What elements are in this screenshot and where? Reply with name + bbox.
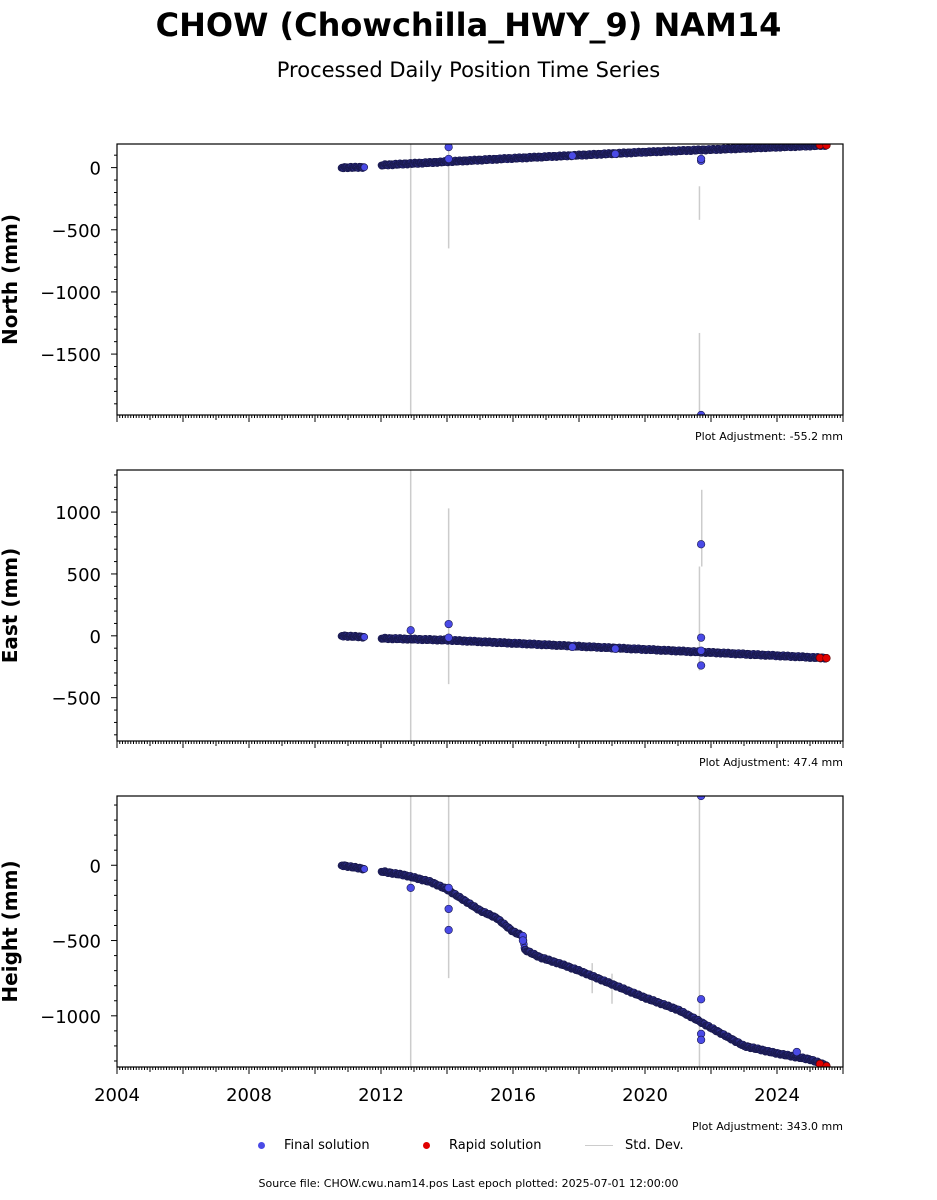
height-outlier-point bbox=[696, 995, 706, 1004]
east-panel: 1000 500 0 −500 East (mm) Plot Adjustment: 47… bbox=[0, 469, 844, 769]
legend-rapid-marker bbox=[423, 1142, 430, 1149]
north-outlier-point bbox=[696, 154, 706, 164]
north-y-tick-label: 0 bbox=[90, 159, 101, 180]
east-y-tick-label: 1000 bbox=[55, 503, 101, 524]
height-y-axis-label: Height (mm) bbox=[0, 860, 22, 1002]
north-y-tick-label: −1000 bbox=[40, 283, 101, 304]
legend-final-label: Final solution bbox=[284, 1138, 370, 1153]
height-outlier-point bbox=[518, 936, 528, 945]
north-y-tick-label: −500 bbox=[52, 221, 101, 242]
source-file-note: Source file: CHOW.cwu.nam14.pos Last epo… bbox=[258, 1177, 679, 1190]
east-y-tick-label: 500 bbox=[67, 565, 101, 586]
north-outlier-point bbox=[444, 144, 453, 152]
north-y-tick-label: −1500 bbox=[40, 345, 101, 366]
legend: Final solution Rapid solution Std. Dev. bbox=[0, 1138, 937, 1158]
north-plot-adjustment: Plot Adjustment: -55.2 mm bbox=[695, 430, 843, 443]
height-x-tick-label: 2024 bbox=[754, 1085, 800, 1106]
east-outlier-point bbox=[696, 540, 706, 549]
north-plot-area bbox=[337, 144, 831, 415]
east-frame bbox=[116, 469, 844, 742]
height-y-tick-label: −1000 bbox=[40, 1007, 101, 1028]
east-y-tick-label: 0 bbox=[90, 627, 101, 648]
height-outlier-point bbox=[444, 883, 453, 892]
east-outlier-point bbox=[696, 646, 706, 655]
legend-final-marker bbox=[258, 1142, 265, 1149]
height-x-tick-label: 2008 bbox=[226, 1085, 272, 1106]
chart-subtitle: Processed Daily Position Time Series bbox=[276, 58, 661, 82]
height-y-tick-label: 0 bbox=[90, 856, 101, 877]
east-outlier-point bbox=[696, 661, 706, 670]
east-outlier-point bbox=[406, 626, 415, 635]
height-y-tick-label: −500 bbox=[52, 932, 101, 953]
east-rapid-point bbox=[822, 653, 831, 663]
north-frame bbox=[116, 143, 844, 416]
height-outlier-point bbox=[696, 1035, 706, 1044]
legend-rapid-label: Rapid solution bbox=[449, 1138, 542, 1153]
east-outlier-point bbox=[696, 633, 706, 642]
east-y-axis-label: East (mm) bbox=[0, 548, 22, 664]
chart-title: CHOW (Chowchilla_HWY_9) NAM14 bbox=[155, 6, 782, 44]
legend-final: Final solution bbox=[258, 1138, 370, 1153]
north-outlier-point bbox=[611, 149, 620, 159]
legend-std-dev-marker bbox=[585, 1145, 613, 1146]
height-x-tick-label: 2012 bbox=[358, 1085, 404, 1106]
height-outlier-point bbox=[444, 925, 453, 935]
east-plot-adjustment: Plot Adjustment: 47.4 mm bbox=[699, 756, 843, 769]
east-outlier-point bbox=[444, 633, 453, 642]
east-outlier-point bbox=[611, 644, 620, 653]
height-plot-adjustment: Plot Adjustment: 343.0 mm bbox=[692, 1120, 843, 1133]
height-x-tick-label: 2016 bbox=[490, 1085, 536, 1106]
north-outlier-point bbox=[444, 154, 453, 164]
north-panel: 0 −500 −1000 −1500 North (mm) Plot Adjustment… bbox=[0, 143, 844, 443]
height-final-point bbox=[360, 865, 369, 873]
height-plot-area bbox=[337, 796, 831, 1067]
height-x-tick-label: 2020 bbox=[622, 1085, 668, 1106]
east-outlier-point bbox=[568, 642, 577, 652]
north-rapid-point bbox=[822, 144, 831, 150]
east-y-tick-label: −500 bbox=[52, 689, 101, 710]
legend-std-dev-label: Std. Dev. bbox=[625, 1138, 684, 1153]
height-outlier-point bbox=[792, 1047, 801, 1057]
east-outlier-point bbox=[444, 619, 453, 629]
east-final-point bbox=[360, 633, 369, 641]
north-outlier-point bbox=[697, 410, 706, 415]
height-x-tick-label: 2004 bbox=[94, 1085, 140, 1106]
north-y-axis-label: North (mm) bbox=[0, 214, 22, 345]
east-plot-area bbox=[337, 470, 831, 741]
height-outlier-point bbox=[444, 904, 453, 914]
north-outlier-point bbox=[568, 151, 577, 160]
legend-rapid: Rapid solution bbox=[423, 1138, 541, 1153]
height-panel: 0 −500 −1000 2004 2008 2012 2016 2020 2024 Height… bbox=[0, 795, 844, 1133]
north-final-point bbox=[360, 163, 369, 171]
height-outlier-point bbox=[406, 883, 415, 892]
height-frame bbox=[116, 795, 844, 1068]
legend-std-dev: Std. Dev. bbox=[585, 1138, 684, 1153]
